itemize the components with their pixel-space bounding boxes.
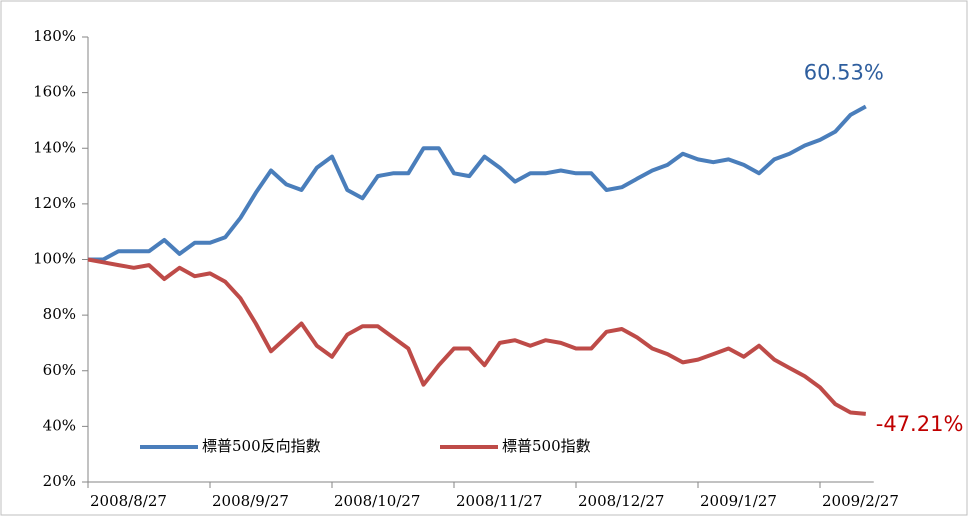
y-tick-label: 160% (33, 83, 76, 101)
annotation: 60.53% (804, 61, 884, 85)
x-tick-label: 2008/10/27 (334, 492, 420, 510)
series-line (87, 257, 866, 416)
x-tick-label: 2008/8/27 (90, 492, 167, 510)
annotation: -47.21% (876, 412, 964, 436)
x-tick-label: 2008/12/27 (578, 492, 664, 510)
y-tick-label: 100% (33, 250, 76, 268)
x-tick-label: 2009/2/27 (822, 492, 899, 510)
x-tick-label: 2008/9/27 (212, 492, 289, 510)
y-tick-label: 180% (33, 27, 76, 45)
legend-label: 標普500指數 (502, 437, 591, 455)
y-tick-label: 40% (43, 416, 76, 434)
x-tick-label: 2009/1/27 (700, 492, 777, 510)
series-line (88, 104, 867, 262)
y-tick-label: 140% (33, 138, 76, 156)
x-tick-label: 2008/11/27 (456, 492, 542, 510)
legend-label: 標普500反向指數 (202, 437, 321, 455)
y-tick-label: 120% (33, 194, 76, 212)
y-tick-label: 80% (43, 305, 76, 323)
y-tick-label: 60% (43, 361, 76, 379)
y-tick-label: 20% (43, 472, 76, 490)
